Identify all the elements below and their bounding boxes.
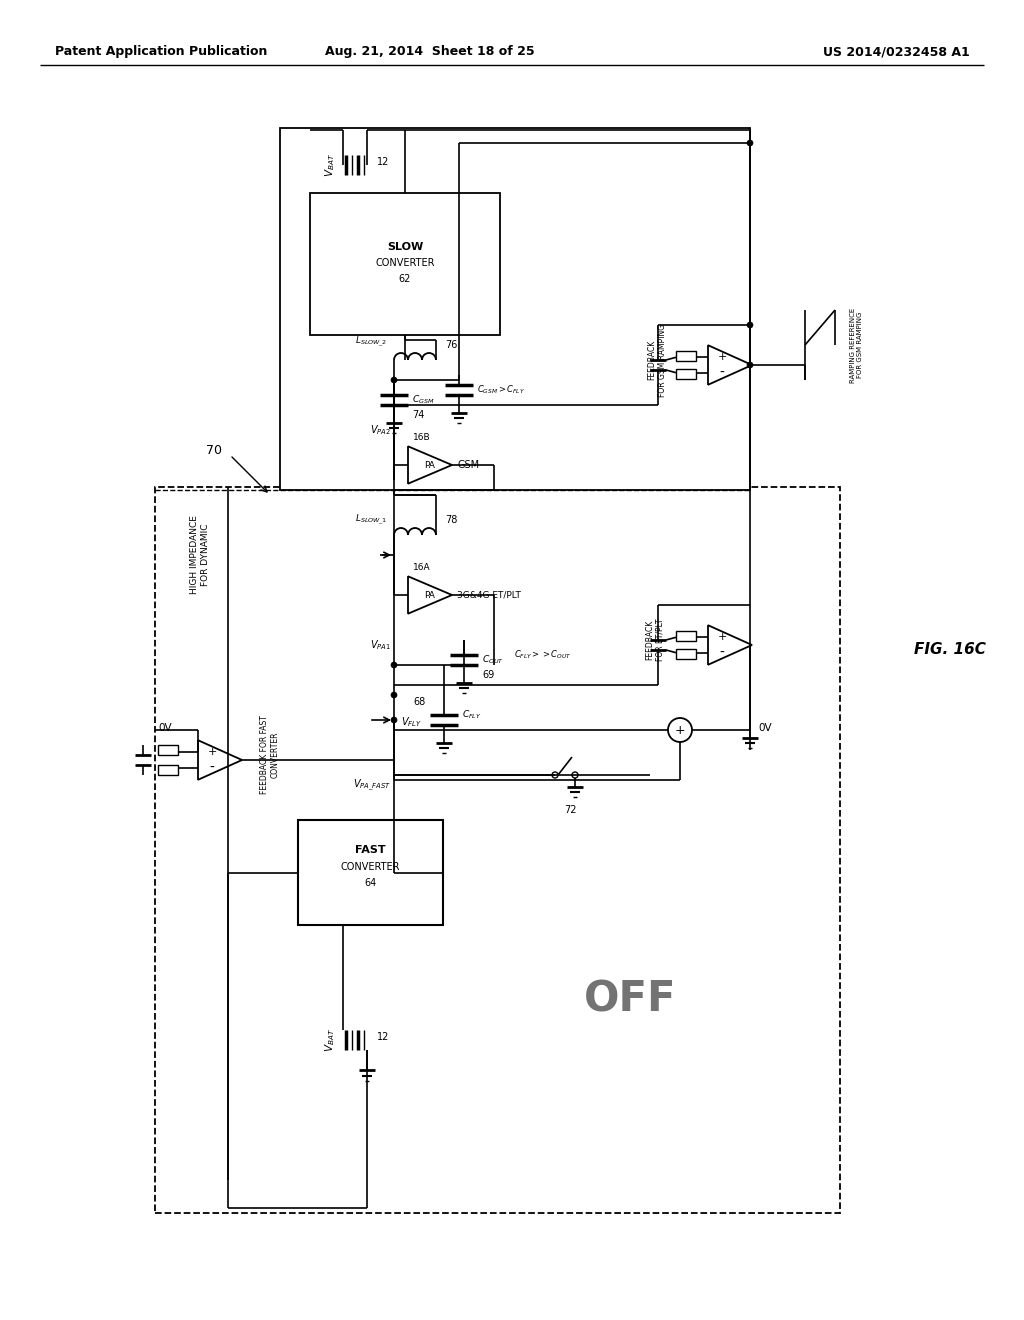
Circle shape	[552, 772, 558, 777]
Polygon shape	[708, 626, 752, 665]
Text: $V_{PA1}$: $V_{PA1}$	[370, 638, 391, 652]
Bar	[280, 128, 750, 490]
Bar	[158, 766, 178, 775]
Bar	[155, 487, 840, 1213]
Circle shape	[391, 717, 397, 723]
Text: 76: 76	[445, 341, 458, 350]
Bar	[158, 744, 178, 755]
Bar	[298, 820, 443, 925]
Text: -: -	[720, 366, 725, 380]
Text: 70: 70	[206, 444, 222, 457]
Text: +: +	[675, 723, 685, 737]
Text: Aug. 21, 2014  Sheet 18 of 25: Aug. 21, 2014 Sheet 18 of 25	[326, 45, 535, 58]
Text: $C_{GSM}$: $C_{GSM}$	[412, 393, 434, 407]
Text: 0V: 0V	[758, 723, 772, 733]
Text: RAMPING REFERENCE
FOR GSM RAMPING: RAMPING REFERENCE FOR GSM RAMPING	[850, 308, 863, 383]
Text: HIGH IMPEDANCE
FOR DYNAMIC: HIGH IMPEDANCE FOR DYNAMIC	[190, 516, 210, 594]
Text: $L_{SLOW\_2}$: $L_{SLOW\_2}$	[354, 335, 387, 350]
Circle shape	[746, 140, 753, 147]
Text: +: +	[718, 632, 727, 643]
Text: CONVERTER: CONVERTER	[375, 257, 435, 268]
Text: $L_{SLOW\_1}$: $L_{SLOW\_1}$	[354, 512, 387, 527]
Text: 69: 69	[482, 671, 495, 680]
Circle shape	[746, 362, 753, 368]
Text: +: +	[718, 352, 727, 362]
Text: $V_{BAT}$: $V_{BAT}$	[324, 153, 337, 177]
Text: GSM: GSM	[457, 459, 479, 470]
Polygon shape	[198, 741, 242, 780]
Circle shape	[668, 718, 692, 742]
Text: 72: 72	[564, 805, 577, 814]
Circle shape	[391, 692, 397, 698]
Text: FEEDBACK
FOR GSM RAMPING: FEEDBACK FOR GSM RAMPING	[647, 323, 667, 396]
Text: CONVERTER: CONVERTER	[341, 862, 400, 873]
Text: -: -	[210, 760, 215, 775]
Text: 68: 68	[413, 697, 425, 708]
Text: 74: 74	[412, 411, 424, 420]
Circle shape	[391, 663, 397, 668]
Bar	[676, 649, 696, 659]
Text: $C_{GSM}>C_{FLY}$: $C_{GSM}>C_{FLY}$	[477, 384, 525, 396]
Bar	[310, 193, 500, 335]
Text: PA: PA	[425, 461, 435, 470]
Text: +: +	[208, 747, 217, 758]
Bar	[676, 631, 696, 642]
Text: 3G&4G ET/PLT: 3G&4G ET/PLT	[457, 590, 521, 599]
Text: Patent Application Publication: Patent Application Publication	[55, 45, 267, 58]
Circle shape	[391, 378, 397, 383]
Text: 62: 62	[398, 275, 412, 284]
Text: $C_{FLY}$: $C_{FLY}$	[462, 709, 481, 721]
Text: 16A: 16A	[413, 562, 431, 572]
Bar	[676, 370, 696, 379]
Text: 16B: 16B	[413, 433, 431, 442]
Circle shape	[746, 322, 753, 327]
Circle shape	[572, 772, 578, 777]
Bar	[676, 351, 696, 360]
Text: FAST: FAST	[355, 845, 386, 855]
Text: $C_{OUT}$: $C_{OUT}$	[482, 653, 504, 667]
Text: PA: PA	[425, 590, 435, 599]
Text: $V_{PA\_FAST}$: $V_{PA\_FAST}$	[352, 777, 391, 792]
Polygon shape	[408, 577, 452, 614]
Text: $C_{FLY}>>C_{OUT}$: $C_{FLY}>>C_{OUT}$	[514, 648, 571, 661]
Text: FEEDBACK
FOR ET/PLT: FEEDBACK FOR ET/PLT	[645, 619, 665, 661]
Text: 12: 12	[377, 1032, 389, 1041]
Polygon shape	[708, 346, 752, 385]
Text: FIG. 16C: FIG. 16C	[914, 643, 986, 657]
Text: $V_{PA2}$: $V_{PA2}$	[370, 424, 391, 437]
Polygon shape	[408, 446, 452, 483]
Text: 0V: 0V	[158, 723, 172, 733]
Text: -: -	[720, 645, 725, 660]
Text: FEEDBACK FOR FAST
CONVERTER: FEEDBACK FOR FAST CONVERTER	[260, 715, 280, 795]
Text: 78: 78	[445, 515, 458, 525]
Text: 64: 64	[365, 878, 377, 888]
Text: US 2014/0232458 A1: US 2014/0232458 A1	[823, 45, 970, 58]
Text: OFF: OFF	[584, 979, 676, 1020]
Text: 12: 12	[377, 157, 389, 168]
Text: SLOW: SLOW	[387, 242, 423, 252]
Text: $V_{BAT}$: $V_{BAT}$	[324, 1028, 337, 1052]
Text: $V_{FLY}$: $V_{FLY}$	[401, 715, 422, 729]
